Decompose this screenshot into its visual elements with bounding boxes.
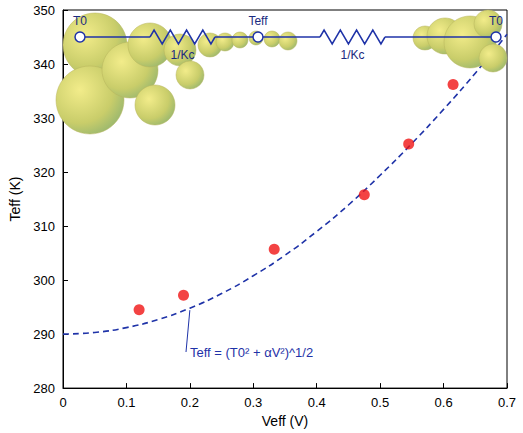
svg-text:T0: T0 — [489, 14, 503, 28]
svg-text:320: 320 — [33, 165, 55, 180]
svg-text:0.6: 0.6 — [435, 395, 453, 410]
svg-text:290: 290 — [33, 327, 55, 342]
svg-text:350: 350 — [33, 3, 55, 18]
svg-text:0.7: 0.7 — [498, 395, 516, 410]
svg-text:0.2: 0.2 — [181, 395, 199, 410]
svg-text:330: 330 — [33, 111, 55, 126]
svg-text:280: 280 — [33, 381, 55, 396]
svg-text:Teff = (T0² + αV²)^1/2: Teff = (T0² + αV²)^1/2 — [190, 345, 313, 360]
svg-text:0.1: 0.1 — [117, 395, 135, 410]
svg-text:0.4: 0.4 — [308, 395, 326, 410]
svg-text:0.5: 0.5 — [371, 395, 389, 410]
svg-text:310: 310 — [33, 219, 55, 234]
svg-text:0.3: 0.3 — [244, 395, 262, 410]
svg-text:Teff (K): Teff (K) — [7, 177, 23, 222]
svg-text:0: 0 — [59, 395, 66, 410]
svg-text:Veff (V): Veff (V) — [262, 413, 308, 429]
svg-text:Teff: Teff — [248, 14, 268, 28]
svg-text:300: 300 — [33, 273, 55, 288]
svg-text:1/Kc: 1/Kc — [340, 48, 364, 62]
svg-text:1/Kc: 1/Kc — [170, 48, 194, 62]
svg-text:T0: T0 — [73, 14, 87, 28]
svg-text:340: 340 — [33, 57, 55, 72]
